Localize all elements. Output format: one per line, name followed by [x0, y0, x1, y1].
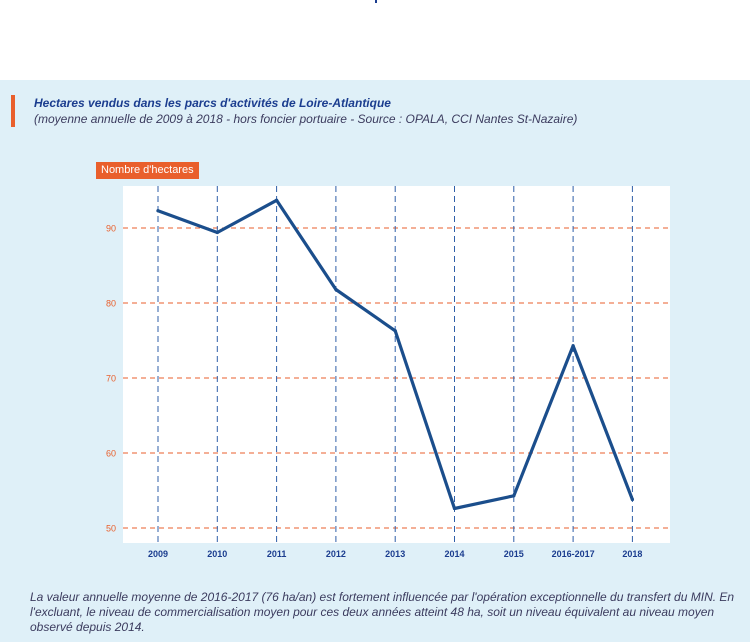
data-point — [215, 230, 219, 235]
x-tick-label: 2011 — [267, 549, 287, 559]
x-tick-label: 2018 — [622, 549, 642, 559]
x-tick-label: 2013 — [385, 549, 405, 559]
data-point — [571, 344, 575, 348]
chart-title: Hectares vendus dans les parcs d'activit… — [34, 96, 391, 110]
y-tick-label: 80 — [106, 299, 116, 309]
page-marker — [375, 0, 377, 3]
y-tick-label: 70 — [106, 374, 116, 384]
x-tick-label: 2009 — [148, 549, 168, 559]
x-tick-label: 2015 — [504, 549, 524, 559]
y-tick-label: 50 — [106, 524, 116, 534]
data-point — [512, 494, 516, 498]
x-tick-label: 2012 — [326, 549, 346, 559]
y-tick-label: 90 — [106, 224, 116, 234]
data-point — [156, 209, 160, 213]
y-axis-label: Nombre d'hectares — [96, 162, 199, 179]
plot-area — [123, 186, 670, 543]
chart-subtitle: (moyenne annuelle de 2009 à 2018 - hors … — [34, 112, 578, 126]
y-tick-label: 60 — [106, 449, 116, 459]
data-point — [275, 198, 279, 202]
data-point — [334, 287, 338, 292]
x-tick-label: 2014 — [444, 549, 464, 559]
x-tick-label: 2010 — [207, 549, 227, 559]
title-accent-bar — [11, 95, 15, 127]
data-point — [630, 497, 635, 502]
data-point — [393, 329, 397, 333]
footnote: La valeur annuelle moyenne de 2016-2017 … — [30, 590, 735, 634]
data-point — [452, 506, 457, 511]
x-tick-label: 2016-2017 — [552, 549, 595, 559]
